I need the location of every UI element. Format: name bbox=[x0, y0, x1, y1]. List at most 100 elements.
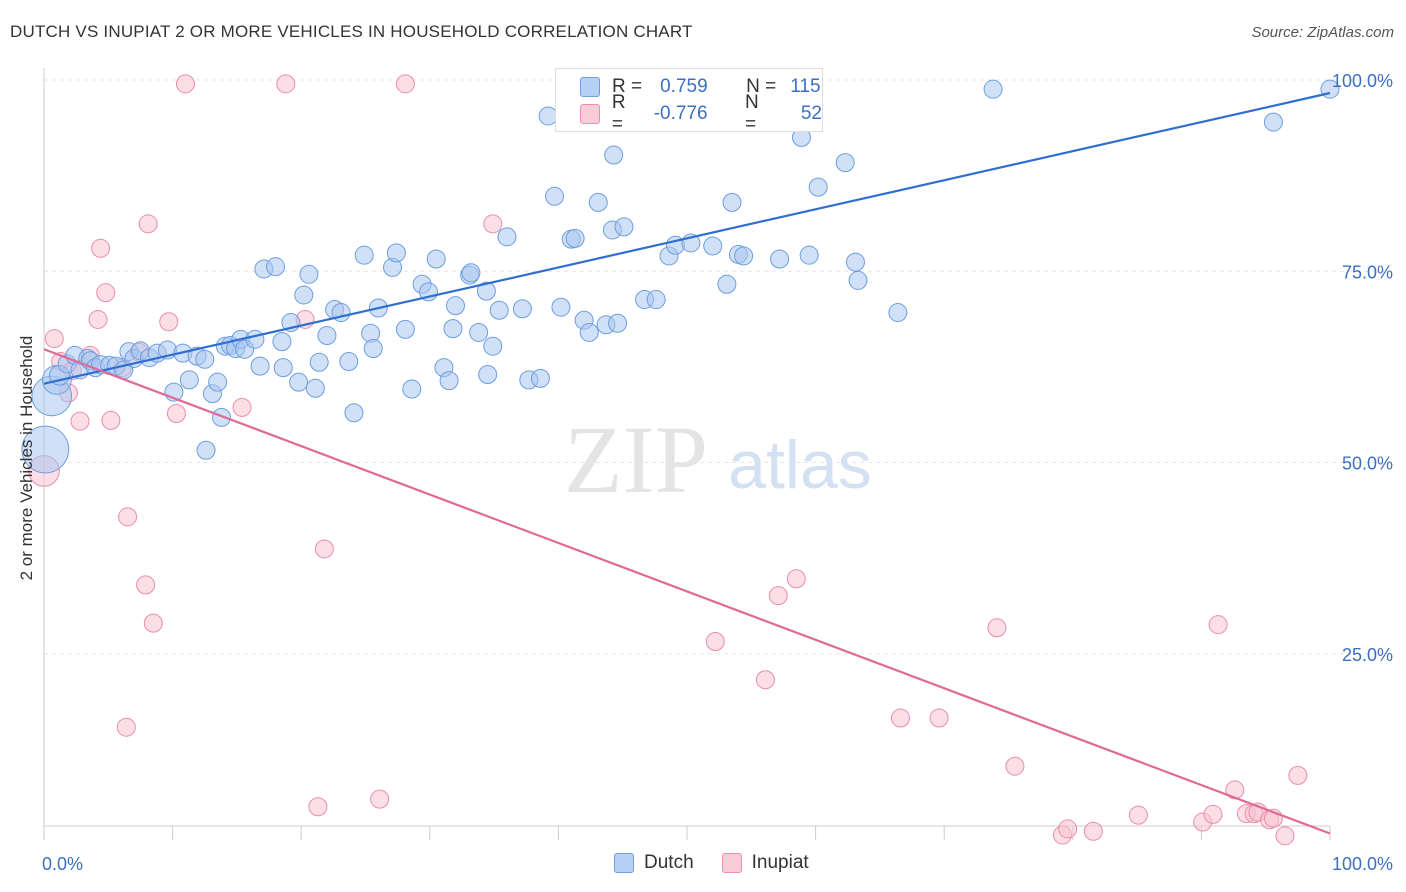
dutch-point bbox=[354, 245, 374, 265]
dutch-point bbox=[483, 336, 503, 356]
dutch-point bbox=[469, 322, 489, 342]
dutch-point bbox=[799, 245, 819, 265]
watermark-zip: ZIP bbox=[564, 406, 708, 513]
dutch-point bbox=[646, 290, 666, 310]
dutch-point bbox=[461, 263, 481, 283]
inupiat-point bbox=[890, 708, 910, 728]
inupiat-point bbox=[118, 507, 138, 527]
dutch-point bbox=[245, 329, 265, 349]
dutch-point bbox=[848, 270, 868, 290]
dutch-point bbox=[317, 326, 337, 346]
stats-legend: R = 0.759 N = 115 R = -0.776 N = 52 bbox=[555, 68, 823, 135]
source-credit: Source: ZipAtlas.com bbox=[1251, 24, 1394, 41]
series-label-dutch: Dutch bbox=[644, 852, 694, 873]
dutch-point bbox=[446, 296, 466, 316]
inupiat-point bbox=[308, 797, 328, 817]
dutch-point bbox=[439, 371, 459, 391]
inupiat-point bbox=[1288, 765, 1308, 785]
legend-r-label: R = bbox=[611, 92, 626, 135]
inupiat-trend-line bbox=[43, 348, 1331, 835]
inupiat-point bbox=[1058, 819, 1078, 839]
inupiat-point bbox=[276, 74, 296, 94]
dutch-point bbox=[196, 440, 216, 460]
dutch-point bbox=[717, 274, 737, 294]
legend-n-label: N = bbox=[744, 92, 759, 135]
dutch-point bbox=[363, 339, 383, 359]
dutch-point bbox=[983, 79, 1003, 99]
legend-n-value: 52 bbox=[800, 103, 822, 124]
inupiat-point bbox=[138, 214, 158, 234]
dutch-point bbox=[272, 332, 292, 352]
dutch-point bbox=[211, 407, 231, 427]
dutch-point bbox=[703, 236, 723, 256]
inupiat-point bbox=[1225, 780, 1245, 800]
dutch-point bbox=[497, 227, 517, 247]
series-legend: Dutch Inupiat bbox=[614, 852, 837, 874]
dutch-point bbox=[579, 322, 599, 342]
dutch-point bbox=[294, 285, 314, 305]
inupiat-point bbox=[768, 586, 788, 606]
y-axis-label: 2 or more Vehicles in Household bbox=[17, 336, 36, 581]
legend-row-dutch: R = 0.759 N = 115 bbox=[580, 74, 821, 100]
inupiat-point bbox=[483, 214, 503, 234]
grid-lines bbox=[44, 79, 1390, 655]
legend-r-value: -0.776 bbox=[653, 103, 708, 124]
inupiat-point bbox=[1203, 804, 1223, 824]
series-label-inupiat: Inupiat bbox=[751, 852, 809, 873]
y-tick-label: 25.0% bbox=[1342, 645, 1393, 665]
inupiat-point bbox=[44, 329, 64, 349]
y-tick-label: 50.0% bbox=[1342, 454, 1393, 474]
inupiat-point bbox=[1083, 821, 1103, 841]
inupiat-point bbox=[755, 670, 775, 690]
y-tick-label: 75.0% bbox=[1342, 262, 1393, 282]
inupiat-point bbox=[166, 404, 186, 424]
dutch-point bbox=[395, 319, 415, 339]
inupiat-point bbox=[314, 539, 334, 559]
tick-labels: 25.0% 50.0% 75.0% 100.0% 0.0% 100.0% bbox=[42, 71, 1393, 874]
legend-swatch-inupiat bbox=[580, 104, 600, 124]
inupiat-point bbox=[136, 575, 156, 595]
inupiat-point bbox=[929, 708, 949, 728]
dutch-point bbox=[604, 145, 624, 165]
dutch-point bbox=[273, 358, 293, 378]
dutch-point bbox=[770, 249, 790, 269]
inupiat-point bbox=[159, 312, 179, 332]
series-swatch-inupiat bbox=[721, 853, 742, 873]
dutch-point bbox=[339, 352, 359, 372]
dutch-trend-line bbox=[43, 91, 1331, 385]
dutch-point bbox=[476, 281, 496, 301]
inupiat-point bbox=[88, 309, 108, 329]
dutch-point bbox=[545, 186, 565, 206]
dutch-point bbox=[265, 257, 285, 277]
dutch-point bbox=[614, 217, 634, 237]
dutch-point bbox=[588, 192, 608, 212]
dutch-point bbox=[443, 319, 463, 339]
inupiat-point bbox=[101, 410, 121, 430]
dutch-point bbox=[179, 370, 199, 390]
dutch-point bbox=[402, 379, 422, 399]
dutch-point bbox=[1263, 112, 1283, 132]
chart-title: DUTCH VS INUPIAT 2 OR MORE VEHICLES IN H… bbox=[10, 22, 693, 41]
inupiat-point bbox=[175, 74, 195, 94]
dutch-point bbox=[722, 192, 742, 212]
inupiat-point bbox=[987, 618, 1007, 638]
inupiat-point bbox=[70, 411, 90, 431]
inupiat-point bbox=[1005, 756, 1025, 776]
dutch-point bbox=[888, 303, 908, 323]
inupiat-point bbox=[232, 397, 252, 417]
dutch-point bbox=[512, 299, 532, 319]
dutch-point bbox=[386, 243, 406, 263]
inupiat-point bbox=[1208, 615, 1228, 635]
dutch-point bbox=[845, 252, 865, 272]
dutch-point bbox=[250, 356, 270, 376]
dutch-point bbox=[608, 313, 628, 333]
legend-n-value: 115 bbox=[790, 76, 821, 97]
dutch-point bbox=[478, 365, 498, 385]
dutch-point bbox=[344, 403, 364, 423]
y-tick-label: 100.0% bbox=[1332, 71, 1393, 91]
series-legend-inupiat: Inupiat bbox=[721, 852, 809, 874]
watermark: ZIP atlas bbox=[564, 406, 872, 513]
dutch-point bbox=[289, 372, 309, 392]
inupiat-point bbox=[370, 789, 390, 809]
